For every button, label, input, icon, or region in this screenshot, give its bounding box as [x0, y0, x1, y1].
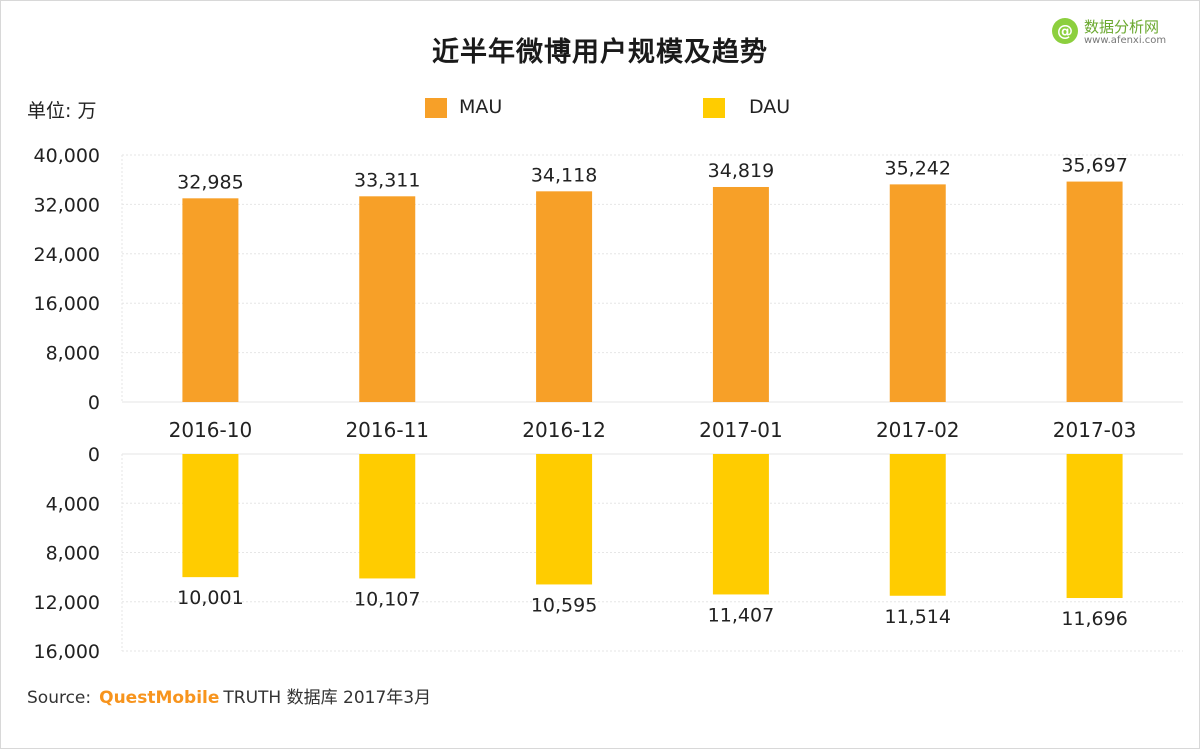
site-logo: @ 数据分析网 www.afenxi.com	[1052, 14, 1192, 50]
dau-bar	[1066, 454, 1123, 599]
mau-data-label: 32,985	[177, 171, 243, 193]
legend-swatch-dau	[703, 98, 725, 118]
mau-tick-label: 16,000	[34, 293, 100, 315]
dau-tick-label: 0	[88, 444, 100, 466]
dau-bar	[182, 454, 239, 578]
unit-label: 单位: 万	[27, 100, 97, 122]
dau-data-label: 11,514	[885, 606, 951, 628]
legend-swatch-mau	[425, 98, 447, 118]
mau-bar	[712, 186, 769, 402]
dau-bar	[536, 454, 593, 585]
dau-data-label: 10,595	[531, 594, 597, 616]
x-tick-label: 2017-02	[876, 418, 960, 442]
legend-label-dau: DAU	[749, 96, 791, 118]
mau-data-label: 34,118	[531, 164, 597, 186]
dau-data-label: 11,407	[708, 604, 774, 626]
mau-tick-label: 40,000	[34, 145, 100, 167]
dau-data-label: 10,001	[177, 587, 243, 609]
chart-title: 近半年微博用户规模及趋势	[432, 37, 768, 68]
dau-tick-label: 8,000	[46, 543, 100, 565]
source-note: Source: QuestMobile TRUTH 数据库 2017年3月	[27, 683, 431, 708]
dau-bar	[712, 454, 769, 595]
logo-text: 数据分析网	[1084, 18, 1160, 36]
source-brand: QuestMobile	[99, 688, 220, 708]
dau-tick-label: 16,000	[34, 641, 100, 663]
mau-bar	[359, 196, 416, 402]
mau-tick-label: 24,000	[34, 244, 100, 266]
dau-tick-label: 4,000	[46, 493, 100, 515]
dau-tick-label: 12,000	[34, 592, 100, 614]
mau-data-label: 35,697	[1061, 155, 1127, 177]
x-tick-label: 2016-12	[522, 418, 606, 442]
source-prefix: Source:	[27, 688, 92, 708]
mau-data-label: 35,242	[885, 157, 951, 179]
x-tick-label: 2017-01	[699, 418, 783, 442]
x-tick-label: 2016-10	[169, 418, 253, 442]
mau-data-label: 34,819	[708, 160, 774, 182]
dau-bar	[359, 454, 416, 579]
mau-tick-label: 8,000	[46, 343, 100, 365]
dau-bar	[889, 454, 946, 596]
dau-data-label: 11,696	[1061, 608, 1127, 630]
logo-url: www.afenxi.com	[1084, 35, 1167, 46]
mau-tick-label: 32,000	[34, 194, 100, 216]
source-suffix: TRUTH 数据库 2017年3月	[223, 688, 432, 708]
mau-bar	[182, 198, 239, 402]
mau-tick-label: 0	[88, 392, 100, 414]
mau-bar	[889, 184, 946, 402]
mau-bar	[1066, 181, 1123, 402]
x-tick-label: 2017-03	[1053, 418, 1137, 442]
dau-data-label: 10,107	[354, 588, 420, 610]
legend-label-mau: MAU	[459, 96, 503, 118]
mau-bar	[536, 191, 593, 402]
mau-data-label: 33,311	[354, 169, 420, 191]
x-tick-label: 2016-11	[345, 418, 429, 442]
at-icon: @	[1052, 18, 1078, 44]
